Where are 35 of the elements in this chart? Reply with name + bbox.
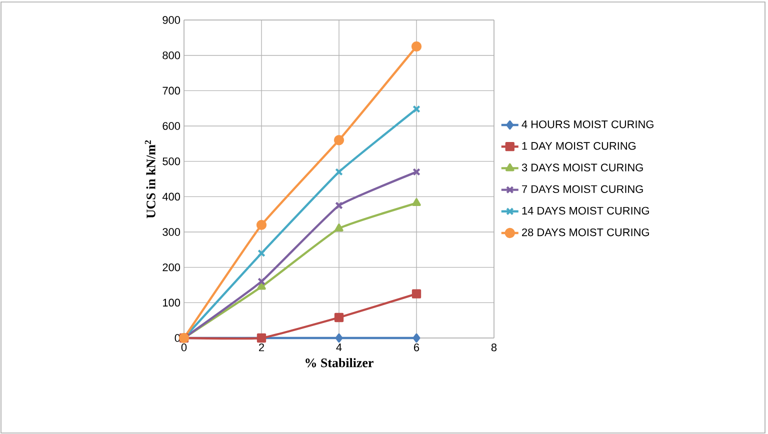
x-tick-label: 2: [259, 344, 264, 352]
y-tick-label: 900: [162, 16, 180, 24]
legend-label: 14 DAYS MOIST CURING: [522, 206, 649, 215]
legend-label: 4 HOURS MOIST CURING: [522, 120, 654, 128]
point: [334, 135, 344, 146]
y-tick-label: 400: [162, 192, 180, 201]
y-tick-label: 700: [162, 86, 180, 95]
x-tick-label: 4: [336, 344, 342, 352]
legend-label: 7 DAYS MOIST CURING: [522, 185, 643, 193]
point: [334, 224, 344, 232]
legend-label: 28 DAYS MOIST CURING: [522, 228, 649, 236]
y-tick-label: 500: [162, 157, 180, 166]
point: [411, 41, 422, 52]
point: [256, 220, 267, 230]
x-tick-label: 6: [414, 344, 420, 352]
y-axis-title: UCS in kN/m$^{2}$: [144, 140, 156, 218]
x-tick-label: 0: [181, 344, 187, 352]
point: [335, 168, 343, 176]
point: [258, 278, 266, 286]
legend-label: 1 DAY MOIST CURING: [522, 142, 636, 150]
point: [412, 289, 422, 298]
y-tick-label: 100: [163, 298, 180, 307]
point: [334, 312, 344, 322]
x-tick-label: 8: [491, 344, 497, 352]
point: [412, 198, 421, 206]
y-tick-label: 800: [162, 51, 180, 60]
point: [258, 249, 266, 258]
y-tick-label: 200: [162, 263, 180, 272]
y-tick-label: 300: [162, 228, 180, 236]
legend-label: 3 DAYS MOIST CURING: [522, 164, 643, 172]
point: [412, 333, 420, 343]
y-tick-label: 600: [162, 122, 180, 130]
point: [335, 333, 343, 343]
point: [335, 202, 343, 210]
x-axis-title: % Stabilizer: [306, 358, 374, 368]
